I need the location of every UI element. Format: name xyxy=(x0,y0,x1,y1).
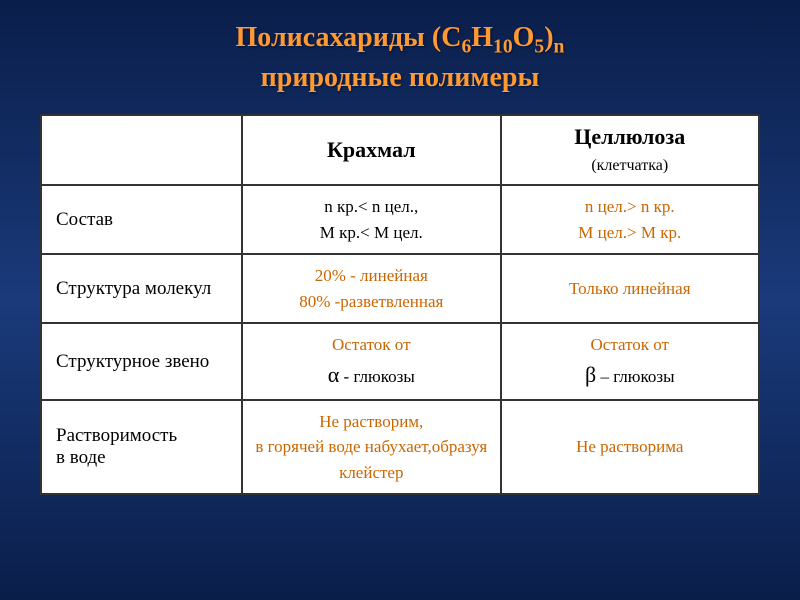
r3c1-letter: α xyxy=(328,362,340,387)
cell-r1c2: n цел.> n кр. М цел.> М кр. xyxy=(501,185,760,254)
title-mid-2: О xyxy=(513,22,535,53)
slide-container: Полисахариды (С6Н10О5)n природные полиме… xyxy=(0,0,800,600)
r3c1-after: - глюкозы xyxy=(339,367,415,386)
cell-r4c2: Не растворима xyxy=(501,400,760,495)
title-close: ) xyxy=(544,22,553,53)
comparison-table: Крахмал Целлюлоза (клетчатка) Состав n к… xyxy=(40,114,760,495)
table-row: Растворимость в воде Не растворим, в гор… xyxy=(41,400,759,495)
cell-r3c2: Остаток от β – глюкозы xyxy=(501,323,760,400)
title-mid-1: Н xyxy=(471,22,493,53)
r1c2-line1: n цел.> n кр. xyxy=(585,197,675,216)
cell-r1c1: n кр.< n цел., М кр.< М цел. xyxy=(242,185,500,254)
r2c1-l1: 20% - линейная xyxy=(315,266,428,285)
title-text-2: природные полимеры xyxy=(261,62,540,93)
table-header-row: Крахмал Целлюлоза (клетчатка) xyxy=(41,115,759,185)
r3c2-letter: β xyxy=(585,362,596,387)
col-header-1: Крахмал xyxy=(242,115,500,185)
table-row: Структура молекул 20% - линейная 80% -ра… xyxy=(41,254,759,323)
corner-cell xyxy=(41,115,242,185)
r1c1-l2: М кр.< М цел. xyxy=(320,223,423,242)
row-label-4: Растворимость в воде xyxy=(41,400,242,495)
r1c2-line2: М цел.> М кр. xyxy=(578,223,681,242)
r2c1-l2: 80% -разветвленная xyxy=(299,292,443,311)
table-row: Структурное звено Остаток от α - глюкозы… xyxy=(41,323,759,400)
col2-sub: (клетчатка) xyxy=(591,157,668,174)
r4-label-l1: Растворимость xyxy=(56,425,177,446)
r4c1-l2: в горячей воде набухает,образуя клейстер xyxy=(255,437,487,482)
slide-title: Полисахариды (С6Н10О5)n природные полиме… xyxy=(40,20,760,96)
cell-r4c1: Не растворим, в горячей воде набухает,об… xyxy=(242,400,500,495)
r4c1-l1: Не растворим, xyxy=(319,412,423,431)
cell-r3c1: Остаток от α - глюкозы xyxy=(242,323,500,400)
r3c1-l1: Остаток от xyxy=(332,335,410,354)
table-row: Состав n кр.< n цел., М кр.< М цел. n це… xyxy=(41,185,759,254)
title-sub-2: 10 xyxy=(493,37,513,58)
r4-label-l2: в воде xyxy=(56,447,106,468)
col2-main: Целлюлоза xyxy=(574,124,685,149)
row-label-2: Структура молекул xyxy=(41,254,242,323)
title-sub-1: 6 xyxy=(461,37,471,58)
title-sub-n: n xyxy=(554,37,565,58)
cell-r2c2: Только линейная xyxy=(501,254,760,323)
title-text-1: Полисахариды (С xyxy=(236,22,462,53)
row-label-1: Состав xyxy=(41,185,242,254)
r3c2-after: – глюкозы xyxy=(596,367,674,386)
title-sub-3: 5 xyxy=(534,37,544,58)
r3c2-l1: Остаток от xyxy=(591,335,669,354)
col-header-2: Целлюлоза (клетчатка) xyxy=(501,115,760,185)
cell-r2c1: 20% - линейная 80% -разветвленная xyxy=(242,254,500,323)
row-label-3: Структурное звено xyxy=(41,323,242,400)
r1c1-l1: n кр.< n цел., xyxy=(324,197,418,216)
